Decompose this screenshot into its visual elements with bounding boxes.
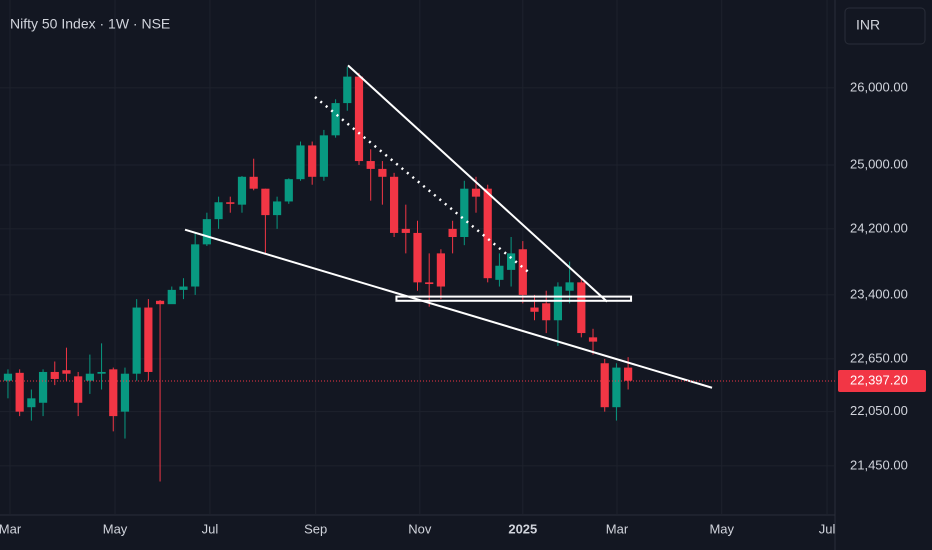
last-price-tag [838, 369, 926, 392]
y-tick-label: 25,000.00 [850, 156, 908, 171]
zone-rectangle [395, 295, 633, 302]
x-tick-label: 2025 [508, 521, 537, 536]
candle-body [120, 373, 130, 412]
candle-body [436, 253, 445, 287]
candle-body [483, 188, 492, 279]
candle-body [132, 307, 141, 374]
candle-body [97, 371, 106, 374]
candle-body [214, 202, 223, 220]
candle-body [471, 188, 481, 197]
candle-body [331, 103, 340, 136]
candle-body [50, 371, 59, 379]
candle-body [155, 300, 165, 305]
candle-body [354, 76, 364, 162]
y-tick-label: 22,650.00 [850, 350, 908, 365]
y-tick-label: 24,200.00 [850, 220, 908, 235]
y-tick-label: 22,050.00 [850, 403, 908, 418]
candle-body [319, 135, 328, 177]
candle-body [448, 228, 457, 238]
candle-body [390, 176, 399, 233]
candle-body [27, 398, 36, 408]
candle-body [530, 307, 539, 312]
candle-body [542, 303, 551, 321]
candle-body [74, 376, 83, 403]
candle-body [553, 286, 563, 321]
candle-body [413, 232, 422, 283]
x-tick-label: Sep [304, 521, 327, 536]
candle-body [495, 265, 504, 280]
candle-body [272, 201, 282, 216]
y-tick-label: 23,400.00 [850, 286, 908, 301]
candle-body [366, 161, 375, 169]
axes: 21,450.00 22,050.00 22,650.00 23,400.00 24,2… [0, 79, 926, 536]
trend-line [347, 64, 608, 303]
x-tick-label: Nov [408, 521, 432, 536]
currency-button[interactable] [844, 7, 926, 45]
last-price-label: 22,397.20 [850, 372, 908, 387]
candle-body [15, 372, 24, 412]
candle-body [226, 202, 235, 204]
plot [0, 64, 835, 482]
candle-body [577, 282, 586, 334]
currency-label[interactable]: INR [856, 17, 880, 33]
x-tick-label: May [709, 521, 734, 536]
candle-body [3, 373, 13, 381]
y-tick-label: 26,000.00 [850, 79, 908, 94]
candle-body [144, 307, 153, 372]
candle-body [202, 219, 211, 245]
candle-body [191, 244, 200, 287]
x-tick-label: Jul [819, 521, 836, 536]
candle-body [624, 367, 633, 381]
candle-body [249, 176, 258, 189]
candle-body [38, 371, 48, 403]
trend-line [314, 96, 531, 275]
candle-body [518, 249, 527, 295]
candle-body [378, 168, 387, 177]
x-tick-label: Jul [202, 521, 219, 536]
y-tick-label: 21,450.00 [850, 457, 908, 472]
candle-body [85, 373, 94, 381]
candle-body [167, 289, 176, 305]
candle-body [507, 253, 516, 270]
candle-body [296, 145, 305, 180]
x-tick-label: May [103, 521, 128, 536]
x-tick-label: Mar [606, 521, 629, 536]
candle-body [600, 363, 609, 408]
candle-body [237, 176, 247, 205]
candle-body [460, 188, 469, 238]
chart-title: Nifty 50 Index · 1W · NSE [10, 16, 170, 32]
candle-body [612, 367, 621, 408]
candle-body [179, 286, 188, 290]
candle-body [588, 337, 598, 342]
candle-body [308, 145, 317, 177]
candle-body [109, 369, 118, 417]
candle-body [401, 228, 410, 233]
candle-body [343, 76, 352, 104]
candle-body [284, 179, 293, 202]
trend-line [184, 228, 713, 389]
candle-body [261, 188, 270, 216]
x-tick-label: Mar [0, 521, 22, 536]
candle-body [565, 282, 574, 291]
candle-body [425, 282, 434, 285]
candle-body [62, 370, 71, 374]
